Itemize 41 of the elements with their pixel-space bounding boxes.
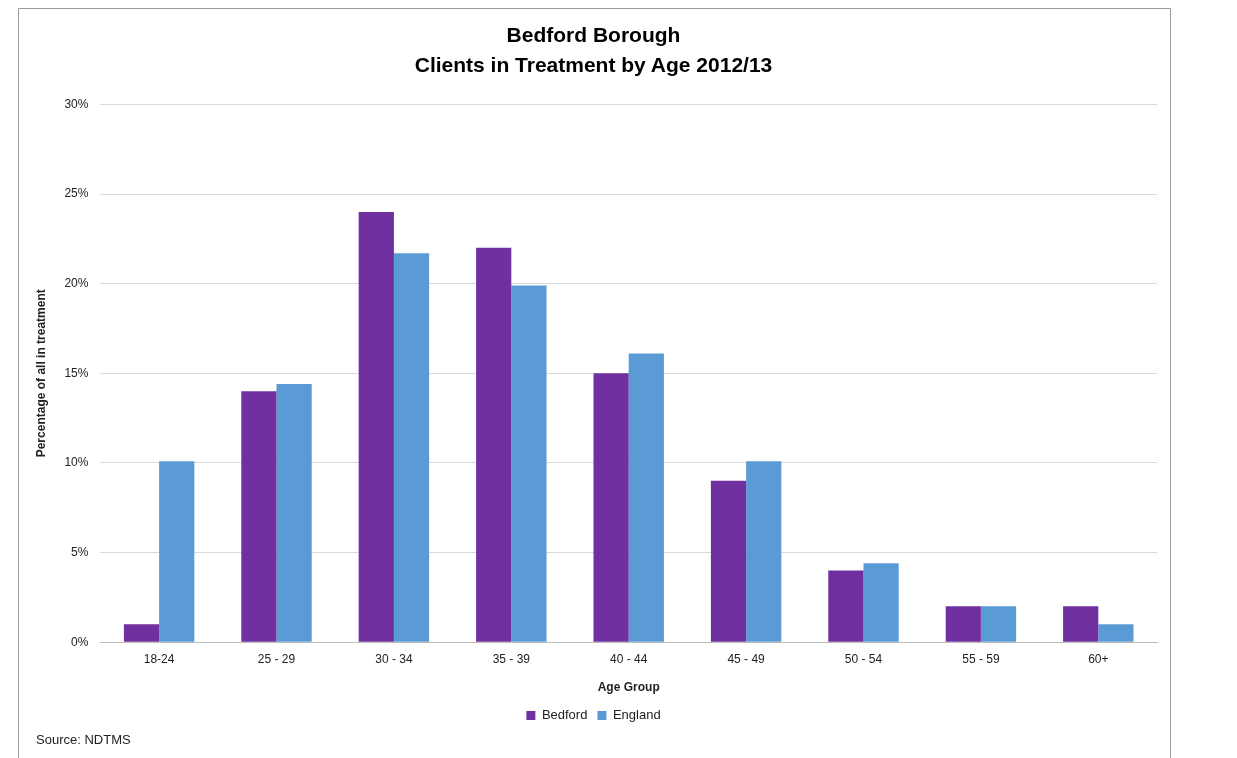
x-tick-label: 45 - 49 [727, 651, 766, 666]
y-tick-label: 25% [64, 186, 89, 201]
y-axis-title: Percentage of all in treatment [33, 289, 48, 458]
y-tick-label: 10% [64, 455, 89, 470]
y-tick-label: 5% [71, 544, 89, 559]
x-tick-label: 50 - 54 [844, 651, 883, 666]
legend-label: England [612, 707, 661, 723]
bar [593, 373, 629, 642]
y-tick-label: 30% [64, 96, 89, 111]
x-tick-label: 25 - 29 [257, 651, 296, 666]
bar [123, 624, 160, 642]
x-tick-label: 18-24 [143, 651, 175, 666]
bar [980, 606, 1017, 642]
bar [746, 461, 782, 642]
bar [1098, 624, 1134, 642]
x-axis-title: Age Group [597, 680, 660, 695]
y-tick-label: 15% [64, 365, 89, 380]
bar [476, 247, 512, 642]
bar [511, 285, 547, 642]
y-tick-label: 20% [64, 275, 89, 290]
x-tick-label: 40 - 44 [610, 651, 648, 666]
bar [945, 606, 981, 642]
bar [710, 480, 747, 642]
x-tick-label: 30 - 34 [375, 651, 413, 666]
bar [241, 391, 277, 642]
x-tick-label: 35 - 39 [492, 651, 531, 666]
bar [863, 563, 899, 642]
chart-subtitle: Clients in Treatment by Age 2012/13 [414, 52, 773, 76]
bar [276, 384, 312, 642]
bar [1063, 606, 1099, 642]
bar [393, 253, 430, 642]
x-tick-label: 60+ [1088, 651, 1109, 666]
source-note: Source: NDTMS [36, 731, 131, 747]
legend-label: Bedford [541, 707, 588, 723]
y-tick-label: 0% [71, 634, 89, 649]
chart-title: Bedford Borough [506, 23, 681, 47]
bar [159, 461, 195, 642]
x-tick-label: 55 - 59 [962, 651, 1000, 666]
bar [358, 211, 394, 642]
bar [628, 353, 664, 642]
bar [828, 570, 864, 642]
